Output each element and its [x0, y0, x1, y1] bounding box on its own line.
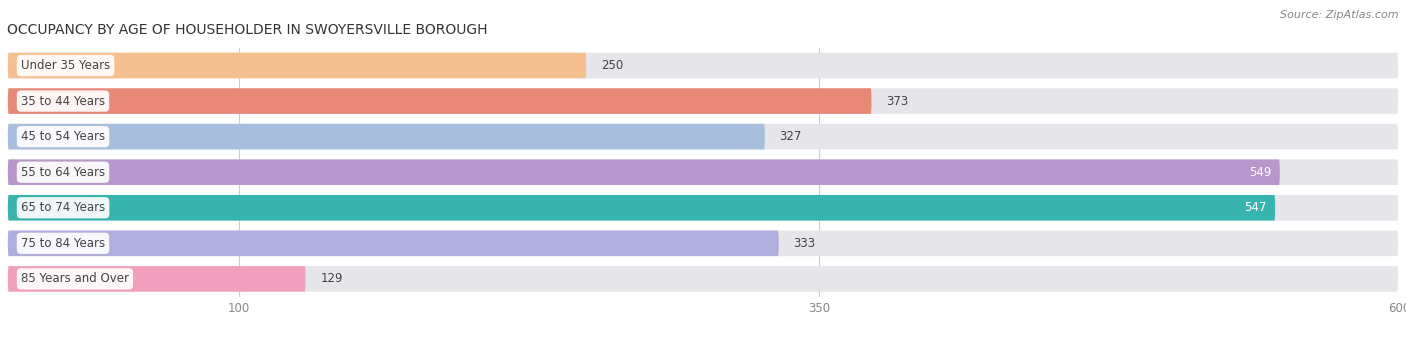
Text: 547: 547 [1244, 201, 1267, 214]
FancyBboxPatch shape [8, 159, 1279, 185]
FancyBboxPatch shape [8, 195, 1275, 221]
Text: 250: 250 [600, 59, 623, 72]
FancyBboxPatch shape [8, 124, 1398, 149]
Text: 327: 327 [779, 130, 801, 143]
Text: 85 Years and Over: 85 Years and Over [21, 272, 129, 285]
Text: 549: 549 [1249, 166, 1271, 179]
FancyBboxPatch shape [8, 53, 586, 78]
FancyBboxPatch shape [8, 53, 1398, 78]
Text: 35 to 44 Years: 35 to 44 Years [21, 94, 105, 107]
FancyBboxPatch shape [8, 266, 305, 292]
Text: OCCUPANCY BY AGE OF HOUSEHOLDER IN SWOYERSVILLE BOROUGH: OCCUPANCY BY AGE OF HOUSEHOLDER IN SWOYE… [7, 23, 488, 37]
Text: 333: 333 [793, 237, 815, 250]
Text: 65 to 74 Years: 65 to 74 Years [21, 201, 105, 214]
FancyBboxPatch shape [8, 231, 779, 256]
FancyBboxPatch shape [8, 88, 872, 114]
Text: 129: 129 [321, 272, 343, 285]
Text: 373: 373 [886, 94, 908, 107]
FancyBboxPatch shape [8, 231, 1398, 256]
Text: Under 35 Years: Under 35 Years [21, 59, 110, 72]
FancyBboxPatch shape [8, 88, 1398, 114]
Text: Source: ZipAtlas.com: Source: ZipAtlas.com [1281, 10, 1399, 20]
FancyBboxPatch shape [8, 124, 765, 149]
Text: 55 to 64 Years: 55 to 64 Years [21, 166, 105, 179]
FancyBboxPatch shape [8, 159, 1398, 185]
FancyBboxPatch shape [8, 195, 1398, 221]
FancyBboxPatch shape [8, 266, 1398, 292]
Text: 45 to 54 Years: 45 to 54 Years [21, 130, 105, 143]
Text: 75 to 84 Years: 75 to 84 Years [21, 237, 105, 250]
